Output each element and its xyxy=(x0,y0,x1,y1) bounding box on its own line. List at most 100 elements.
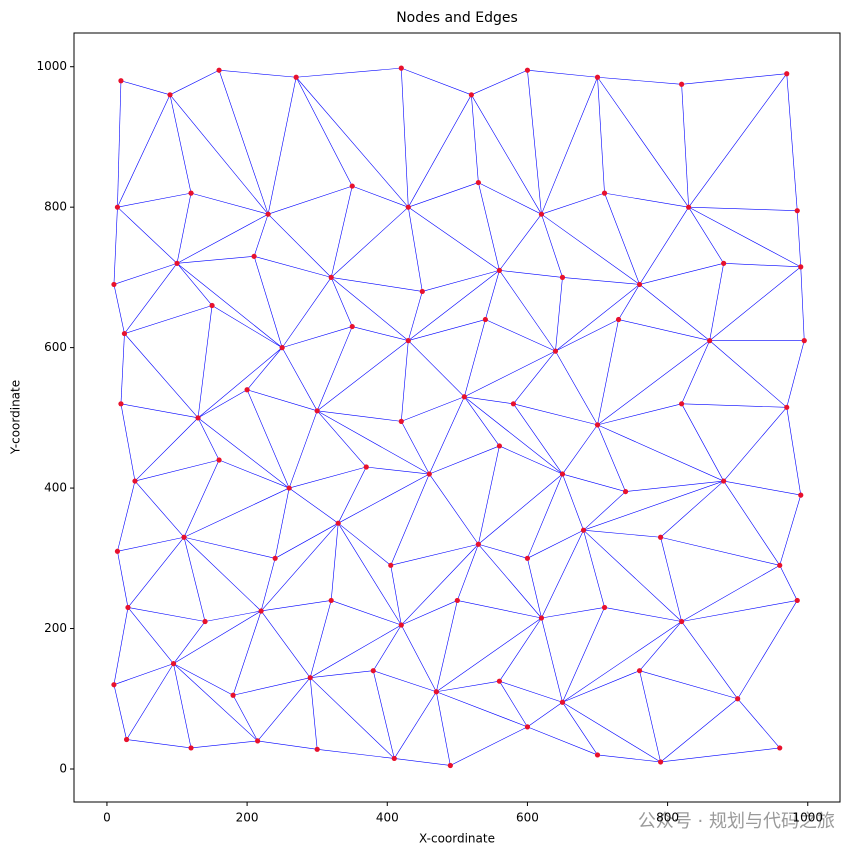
edge xyxy=(513,403,598,426)
edge xyxy=(390,473,430,566)
edge xyxy=(316,326,353,411)
edge xyxy=(464,396,500,447)
edge xyxy=(779,565,798,601)
edge xyxy=(127,607,174,664)
edge xyxy=(282,326,353,348)
node xyxy=(123,736,130,743)
edge xyxy=(471,69,528,96)
edge xyxy=(117,94,171,208)
node xyxy=(707,338,713,344)
node xyxy=(679,401,685,407)
edge xyxy=(176,256,255,264)
edge xyxy=(597,319,619,425)
edge xyxy=(436,691,451,766)
edge xyxy=(134,459,220,482)
x-tick-label: 200 xyxy=(236,811,259,825)
nodes xyxy=(111,65,807,769)
edge xyxy=(120,403,199,419)
edge xyxy=(257,677,311,742)
edge xyxy=(436,691,528,728)
edge xyxy=(124,263,178,334)
node xyxy=(188,745,194,751)
edge xyxy=(541,192,605,215)
edge xyxy=(541,77,598,215)
edge xyxy=(120,333,125,404)
edge xyxy=(541,214,563,278)
edge xyxy=(527,473,563,559)
edge xyxy=(331,600,402,626)
edge xyxy=(541,530,584,619)
edge xyxy=(660,698,738,763)
edge xyxy=(260,558,276,612)
node xyxy=(601,190,608,196)
edge xyxy=(309,677,395,759)
edge xyxy=(390,543,479,566)
x-tick-label: 1000 xyxy=(792,811,823,825)
node xyxy=(167,92,173,98)
edge xyxy=(390,565,402,626)
node xyxy=(328,274,334,280)
y-tick-label: 1000 xyxy=(36,59,67,73)
edge xyxy=(527,702,563,728)
y-tick-label: 0 xyxy=(59,761,67,775)
edge xyxy=(296,67,402,78)
edge xyxy=(429,473,479,545)
edge xyxy=(408,94,472,208)
edge xyxy=(681,600,798,622)
edge xyxy=(232,610,262,696)
edge xyxy=(117,536,185,552)
edge xyxy=(401,600,458,626)
edge xyxy=(457,600,542,619)
edge xyxy=(562,473,626,492)
edge xyxy=(372,670,395,759)
edge xyxy=(597,424,626,492)
node xyxy=(251,253,257,259)
edge xyxy=(597,754,661,763)
edge xyxy=(295,77,409,208)
edge xyxy=(541,607,605,619)
y-tick-label: 400 xyxy=(44,481,67,495)
edge xyxy=(246,347,283,390)
node xyxy=(349,323,355,330)
edge xyxy=(639,621,682,671)
node xyxy=(538,615,545,621)
node xyxy=(475,541,481,547)
edge xyxy=(113,207,118,285)
edge xyxy=(583,529,661,538)
node xyxy=(475,179,481,186)
node xyxy=(405,204,411,210)
edge xyxy=(485,270,500,320)
edge xyxy=(330,523,339,601)
edge xyxy=(317,340,409,412)
edge xyxy=(681,403,787,408)
node xyxy=(580,527,587,533)
edge xyxy=(562,621,682,703)
edge xyxy=(688,206,801,268)
edge xyxy=(127,607,206,622)
node xyxy=(559,274,566,280)
edge xyxy=(331,277,409,341)
edge xyxy=(513,403,563,475)
edge xyxy=(330,186,353,278)
edge xyxy=(253,214,269,257)
node xyxy=(784,404,790,410)
edge xyxy=(183,536,276,559)
edge xyxy=(499,270,563,278)
edge xyxy=(499,270,556,352)
node xyxy=(209,302,215,309)
edge xyxy=(191,740,258,749)
edge xyxy=(176,263,213,306)
edge xyxy=(197,417,290,489)
edge xyxy=(337,466,367,524)
node xyxy=(657,759,664,765)
edge xyxy=(429,396,465,475)
node xyxy=(461,394,467,400)
edge xyxy=(709,266,801,341)
edge xyxy=(408,270,500,341)
node xyxy=(721,478,727,484)
edge xyxy=(173,610,262,664)
edge xyxy=(331,277,423,292)
edge xyxy=(485,319,556,352)
edge xyxy=(219,69,297,78)
